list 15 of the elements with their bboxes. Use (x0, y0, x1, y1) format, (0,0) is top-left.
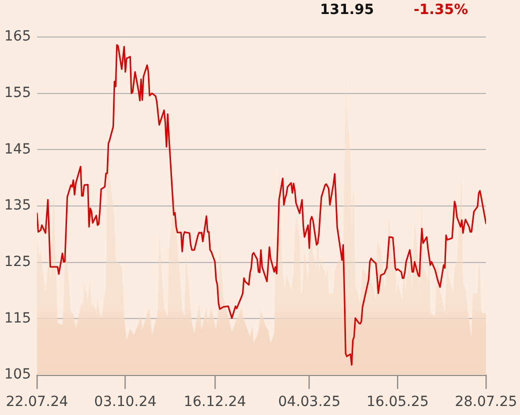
y-tick-label: 155 (4, 84, 31, 101)
y-tick-label: 165 (4, 28, 31, 45)
x-tick-label: 03.10.24 (94, 394, 157, 410)
x-tick-label: 22.07.24 (6, 394, 68, 410)
y-tick-label: 145 (4, 141, 31, 158)
x-tick-label: 28.07.25 (454, 394, 518, 410)
y-tick-label: 135 (4, 198, 31, 214)
y-tick-label: 105 (4, 366, 31, 383)
y-tick-label: 115 (4, 310, 31, 326)
text: -1.35% (414, 1, 468, 20)
x-tick-label: 16.12.24 (184, 394, 246, 410)
y-tick-label: 125 (4, 254, 31, 270)
text: 131.95 (320, 1, 374, 20)
x-tick-label: 16.05.25 (366, 394, 429, 410)
x-tick-label: 04.03.25 (278, 394, 340, 410)
